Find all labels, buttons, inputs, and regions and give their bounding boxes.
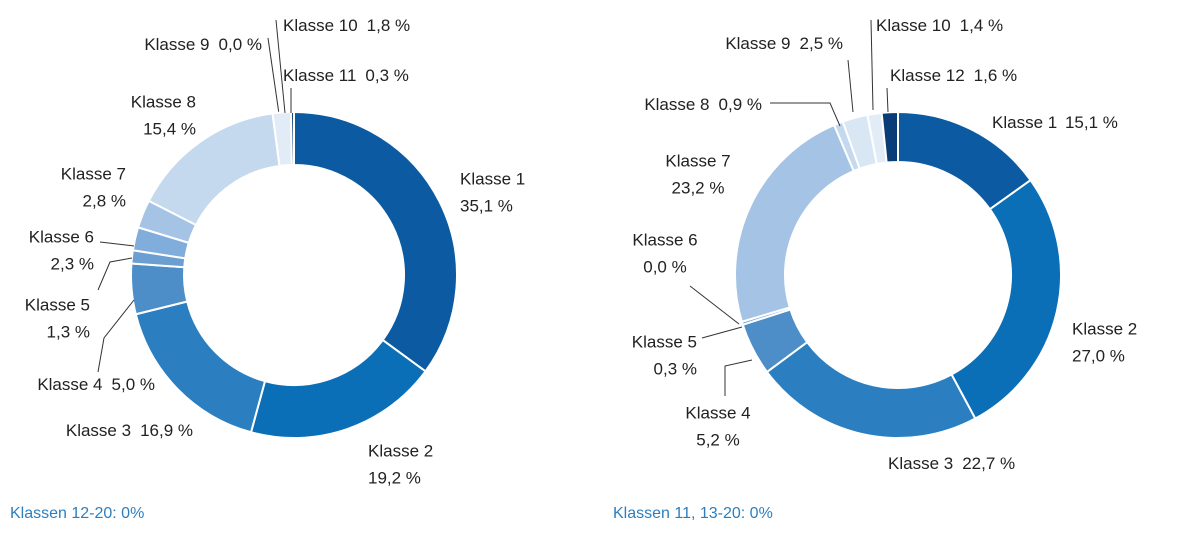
segment-label: Klasse 3 [66,421,131,440]
value-label: 2,5 % [800,34,843,53]
value-label: 5,2 % [696,430,739,449]
value-label: 1,4 % [960,16,1003,35]
segment-label: Klasse 2 [368,441,433,460]
segment-label: Klasse 8 [644,95,709,114]
segment-label: Klasse 7 [61,164,126,183]
leader-line [99,241,135,247]
donut-segment [880,110,899,164]
value-label: 1,8 % [367,16,410,35]
segment-label: Klasse 9 [725,34,790,53]
segment-label: Klasse 12 [890,66,965,85]
leader-line [724,359,753,396]
value-label: 0,9 % [719,95,762,114]
leader-line [870,19,874,111]
value-label: 27,0 % [1072,346,1125,365]
value-label: 0,0 % [643,257,686,276]
donut-segment [289,110,295,167]
leader-line [97,257,133,291]
segment-label-group: Klasse 3 22,7 % [888,454,1015,473]
leader-line [847,59,854,113]
value-label: 0,3 % [654,359,697,378]
value-label: 2,8 % [83,191,126,210]
segment-label-group: Klasse 9 0,0 % [144,35,262,54]
value-label: 15,4 % [143,119,196,138]
segment-label: Klasse 1 [992,113,1057,132]
segment-label: Klasse 5 [632,332,697,351]
leader-line [770,102,841,127]
value-label: 22,7 % [962,454,1015,473]
value-label: 1,6 % [974,66,1017,85]
segment-label: Klasse 9 [144,35,209,54]
segment-label-group: Klasse 11 0,3 % [283,66,409,85]
donut-segment [134,300,267,434]
value-label: 35,1 % [460,196,513,215]
segment-label: Klasse 2 [1072,319,1137,338]
leader-line [267,37,280,115]
value-label: 23,2 % [672,178,725,197]
segment-label: Klasse 8 [131,92,196,111]
segment-label: Klasse 6 [632,230,697,249]
donut-segment [765,340,977,439]
value-label: 2,3 % [51,254,94,273]
segment-label-group: Klasse 10 1,4 % [876,16,1003,35]
segment-label: Klasse 11 [283,66,356,85]
segment-label: Klasse 1 [460,169,525,188]
segment-label-group: Klasse 1 15,1 % [992,113,1118,132]
donut-chart: Klasse 1 35,1 % Klasse 2 19,2 % Klasse 3 16,9… [10,16,525,522]
donut-chart: Klasse 1 15,1 % Klasse 2 27,0 % Klasse 3 22,7… [613,16,1137,522]
leader-line [701,326,743,339]
leader-line [275,19,286,114]
donut-segment [734,123,856,323]
donut-segment [950,178,1062,420]
segment-label: Klasse 6 [29,227,94,246]
leader-line [97,299,135,373]
segment-label-group: Klasse 4 5,0 % [37,375,155,394]
footnote: Klassen 12-20: 0% [10,505,144,522]
segment-label: Klasse 4 [37,375,102,394]
leader-line [689,285,740,325]
footnote: Klassen 11, 13-20: 0% [613,505,773,522]
segment-label: Klasse 10 [283,16,358,35]
segment-label: Klasse 10 [876,16,951,35]
donut-segment [249,338,427,439]
segment-label: Klasse 5 [25,295,90,314]
segment-label-group: Klasse 8 0,9 % [644,95,762,114]
value-label: 0,0 % [219,35,262,54]
value-label: 19,2 % [368,468,421,487]
segment-label-group: Klasse 9 2,5 % [725,34,843,53]
value-label: 5,0 % [112,375,155,394]
leader-line [886,87,889,113]
value-label: 16,9 % [140,421,193,440]
value-label: 15,1 % [1065,113,1118,132]
value-label: 1,3 % [47,322,90,341]
segment-label: Klasse 7 [665,151,730,170]
segment-label-group: Klasse 3 16,9 % [66,421,193,440]
segment-label: Klasse 4 [685,403,750,422]
segment-label-group: Klasse 12 1,6 % [890,66,1017,85]
value-label: 0,3 % [365,66,408,85]
segment-label: Klasse 3 [888,454,953,473]
segment-label-group: Klasse 10 1,8 % [283,16,410,35]
donut-segment [293,110,458,373]
